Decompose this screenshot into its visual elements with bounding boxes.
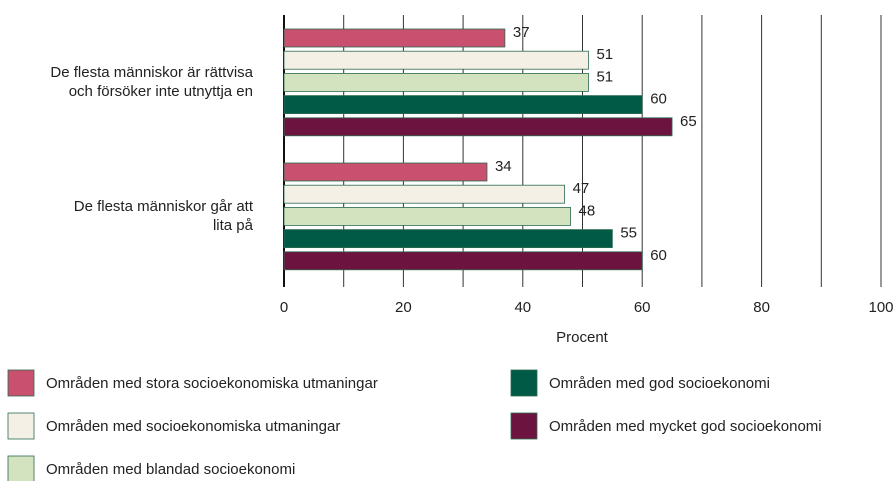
bar: [283, 206, 571, 226]
bar: [283, 184, 565, 204]
bar: [283, 229, 613, 249]
legend-label: Områden med god socioekonomi: [549, 375, 770, 392]
legend-label: Områden med socioekonomiska utmaningar: [46, 418, 340, 435]
category-label-line: lita på: [213, 217, 254, 234]
bar: [283, 50, 589, 70]
data-label: 65: [680, 113, 697, 130]
legend-swatch: [510, 369, 538, 397]
data-label: 48: [579, 202, 596, 219]
x-axis-label: Procent: [556, 329, 609, 346]
category-label-line: och försöker inte utnyttja en: [69, 83, 253, 100]
legend-swatch: [7, 455, 35, 481]
x-tick-label: 80: [753, 299, 770, 316]
legend-swatch: [7, 369, 35, 397]
x-tick-label: 60: [634, 299, 651, 316]
bar: [283, 28, 506, 48]
legend-label: Områden med mycket god socioekonomi: [549, 418, 822, 435]
data-label: 51: [596, 68, 613, 85]
data-label: 47: [573, 180, 590, 197]
x-tick-label: 20: [395, 299, 412, 316]
legend-label: Områden med blandad socioekonomi: [46, 461, 295, 478]
data-label: 34: [495, 158, 512, 175]
data-label: 51: [596, 46, 613, 63]
x-tick-label: 0: [280, 299, 288, 316]
bar: [283, 162, 488, 182]
data-label: 60: [650, 247, 667, 264]
legend-swatch: [510, 412, 538, 440]
bar: [283, 73, 589, 92]
x-tick-label: 100: [868, 299, 893, 316]
data-label: 60: [650, 91, 667, 108]
bar: [283, 251, 643, 271]
data-label: 55: [620, 225, 637, 242]
bar: [283, 95, 643, 114]
legend-label: Områden med stora socioekonomiska utmani…: [46, 375, 378, 392]
bar: [283, 117, 673, 137]
x-tick-label: 40: [514, 299, 531, 316]
category-label: De flesta människor är rättvisa och försö…: [50, 64, 253, 100]
category-label: De flesta människor går att lita på: [74, 198, 254, 234]
category-label-line: De flesta människor går att: [74, 198, 254, 215]
legend-swatch: [7, 412, 35, 440]
category-label-line: De flesta människor är rättvisa: [50, 64, 253, 81]
data-label: 37: [513, 24, 530, 41]
